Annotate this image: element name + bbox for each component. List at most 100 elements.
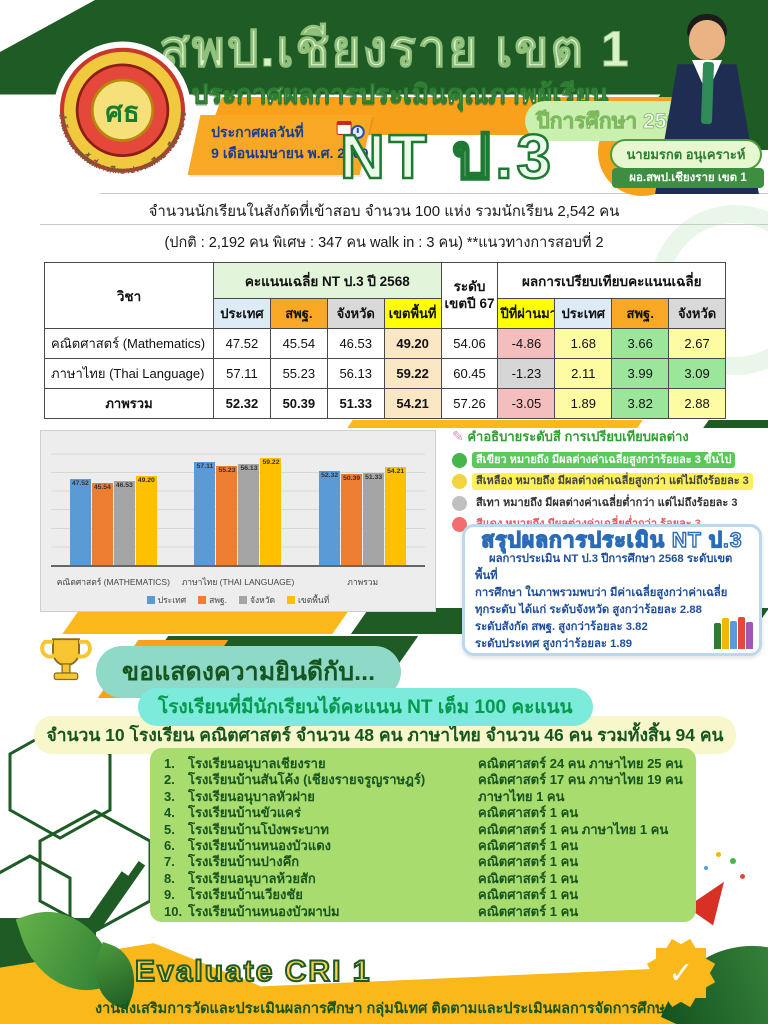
score-cell: 51.33 (326, 388, 385, 419)
column-header: ประเทศ (554, 298, 613, 329)
school-number: 10. (164, 903, 183, 919)
bar: 56.13 (238, 463, 260, 565)
score-cell: -1.23 (497, 358, 556, 389)
bar-group: 52.32 50.39 51.33 54.21 (319, 439, 407, 565)
color-legend-row: สีเทา หมายถึง มีผลต่างค่าเฉลี่ยต่ำกว่า แ… (452, 495, 766, 511)
column-header: สพฐ. (269, 298, 328, 329)
results-table: วิชา คะแนนเฉลี่ย NT ป.3 ปี 2568 ระดับ เข… (44, 262, 727, 419)
bar: 50.39 (341, 474, 363, 565)
score-cell: 56.13 (326, 358, 385, 389)
school-result: คณิตศาสตร์ 1 คน (478, 870, 579, 886)
score-cell: 1.68 (554, 328, 613, 359)
summary-line: ระดับสังกัด สพฐ. สูงกว่าร้อยละ 3.82 (475, 620, 648, 633)
score-cell: 52.32 (213, 388, 271, 419)
bar-เขตพื้นที่: 54.21 (385, 439, 407, 565)
color-legend-note: ✎ คำอธิบายระดับสี การเปรียบเทียบผลต่าง ส… (452, 426, 766, 537)
bar-value-label: 57.11 (196, 463, 214, 471)
school-name: โรงเรียนบ้านหนองบัวผาบ่ม (188, 903, 340, 919)
legend-label: ประเทศ (157, 595, 187, 605)
school-number: 3. (164, 788, 175, 804)
school-row: 10. โรงเรียนบ้านหนองบัวผาบ่ม คณิตศาสตร์ 1 … (164, 904, 686, 920)
face (689, 20, 725, 60)
score-cell: 3.82 (611, 388, 670, 419)
summary-line: ทุกระดับ ได้แก่ ระดับจังหวัด สูงกว่าร้อย… (475, 603, 702, 616)
bar-สพฐ.: 50.39 (341, 439, 363, 565)
office-logo: ศธ สำนักงานเขตพื้นที่การศึกษาประถมศึกษาเ… (37, 23, 205, 198)
legend-item: สพฐ. (198, 593, 227, 607)
color-legend-text: สีเหลือง หมายถึง มีผลต่างค่าเฉลี่ยสูงกว่… (472, 473, 753, 490)
summary-body: ผลการประเมิน NT ป.3 ปีการศึกษา 2568 ระดั… (475, 551, 751, 653)
school-result: คณิตศาสตร์ 1 คน (478, 805, 579, 821)
column-group-comparison: ผลการเปรียบเทียบคะแนนเฉลี่ย (497, 262, 727, 299)
school-name: โรงเรียนบ้านสันโค้ง (เชียงรายจรูญราษฎร์) (188, 772, 426, 788)
pencil-icon: ✎ (452, 428, 464, 444)
score-cell: 54.06 (440, 328, 499, 359)
score-cell: 2.67 (668, 328, 727, 359)
score-cell: -3.05 (497, 388, 556, 419)
check-icon: ✓ (668, 956, 694, 990)
bar-สพฐ.: 55.23 (216, 439, 238, 565)
score-cell: 60.45 (440, 358, 499, 389)
score-comparison-chart: 47.52 45.54 46.53 49.20 57.11 55.23 56.13 59.22… (40, 430, 436, 612)
bar: 57.11 (194, 462, 216, 565)
school-name: โรงเรียนอนุบาลห้วยสัก (188, 870, 316, 886)
school-name: โรงเรียนอนุบาลหัวฝาย (188, 788, 315, 804)
category-label: ภาพรวม (347, 577, 379, 587)
director-title-badge: ผอ.สพป.เชียงราย เขต 1 (612, 168, 764, 188)
category-label: ภาษาไทย (THAI LANGUAGE) (181, 577, 295, 587)
bar-value-label: 49.20 (137, 477, 155, 485)
score-cell: 3.66 (611, 328, 670, 359)
school-row: 4. โรงเรียนบ้านขัวแคร่ คณิตศาสตร์ 1 คน (164, 805, 686, 821)
bar-value-label: 59.22 (262, 459, 280, 467)
bar: 52.32 (319, 470, 341, 565)
legend-swatch (198, 596, 207, 604)
bar-value-label: 47.52 (71, 480, 89, 488)
bar-จังหวัด: 56.13 (238, 439, 260, 565)
school-number: 8. (164, 870, 175, 886)
trophy-icon (40, 632, 92, 693)
score-cell: 3.09 (668, 358, 727, 389)
school-name: โรงเรียนบ้านเวียงชัย (188, 887, 303, 903)
column-header: เขตพื้นที่ (383, 298, 442, 329)
school-list: 1. โรงเรียนอนุบาลเชียงราย คณิตศาสตร์ 24 คน… (150, 748, 696, 922)
school-name: โรงเรียนบ้านหนองบัวแดง (188, 838, 332, 854)
ribbon-decoration (62, 612, 348, 634)
school-row: 1. โรงเรียนอนุบาลเชียงราย คณิตศาสตร์ 24 คน… (164, 756, 686, 772)
bar-value-label: 54.21 (387, 468, 405, 476)
bar: 49.20 (135, 476, 157, 565)
students-count-line: จำนวนนักเรียนในสังกัดที่เข้าสอบ จำนวน 10… (148, 203, 620, 220)
score-cell: 47.52 (213, 328, 271, 359)
subject-cell: ภาพรวม (44, 388, 214, 419)
subject-cell: ภาษาไทย (Thai Language) (44, 358, 214, 389)
legend-swatch (238, 596, 247, 604)
director-name-badge: นายมรกต อนุเคราะห์ (610, 139, 762, 170)
table-row: ภาพรวม 52.32 50.39 51.33 54.21 57.26 -3.05 1.89… (44, 388, 727, 419)
bar-สพฐ.: 45.54 (91, 439, 113, 565)
school-result: คณิตศาสตร์ 24 คน ภาษาไทย 25 คน (478, 756, 683, 771)
legend-label: เขตพื้นที่ (298, 595, 330, 605)
director-photo (648, 12, 766, 194)
score-cell: 55.23 (269, 358, 328, 389)
school-number: 6. (164, 838, 175, 854)
color-dot (452, 453, 467, 468)
bar-value-label: 45.54 (93, 484, 111, 492)
score-cell: 45.54 (269, 328, 328, 359)
score-cell: 57.11 (213, 358, 271, 389)
school-name: โรงเรียนอนุบาลเชียงราย (188, 756, 326, 771)
bar-จังหวัด: 46.53 (113, 439, 135, 565)
check-badge: ✓ (646, 938, 716, 1008)
legend-item: ประเทศ (146, 593, 187, 607)
school-name: โรงเรียนบ้านขัวแคร่ (188, 805, 301, 821)
bar: 59.22 (260, 458, 282, 565)
bar: 54.21 (385, 467, 407, 565)
bar-ประเทศ: 52.32 (319, 439, 341, 565)
bar-จังหวัด: 51.33 (363, 439, 385, 565)
school-name: โรงเรียนบ้านปางคึก (188, 854, 300, 870)
footer-subtitle: งานส่งเสริมการวัดและประเมินผลการศึกษา กล… (95, 1001, 673, 1017)
color-dot (452, 495, 467, 511)
table-row: ภาษาไทย (Thai Language) 57.11 55.23 56.13 59… (44, 358, 727, 389)
score-cell: -4.86 (497, 328, 556, 359)
legend-swatch (146, 596, 155, 604)
category-label: คณิตศาสตร์ (MATHEMATICS) (56, 577, 170, 587)
